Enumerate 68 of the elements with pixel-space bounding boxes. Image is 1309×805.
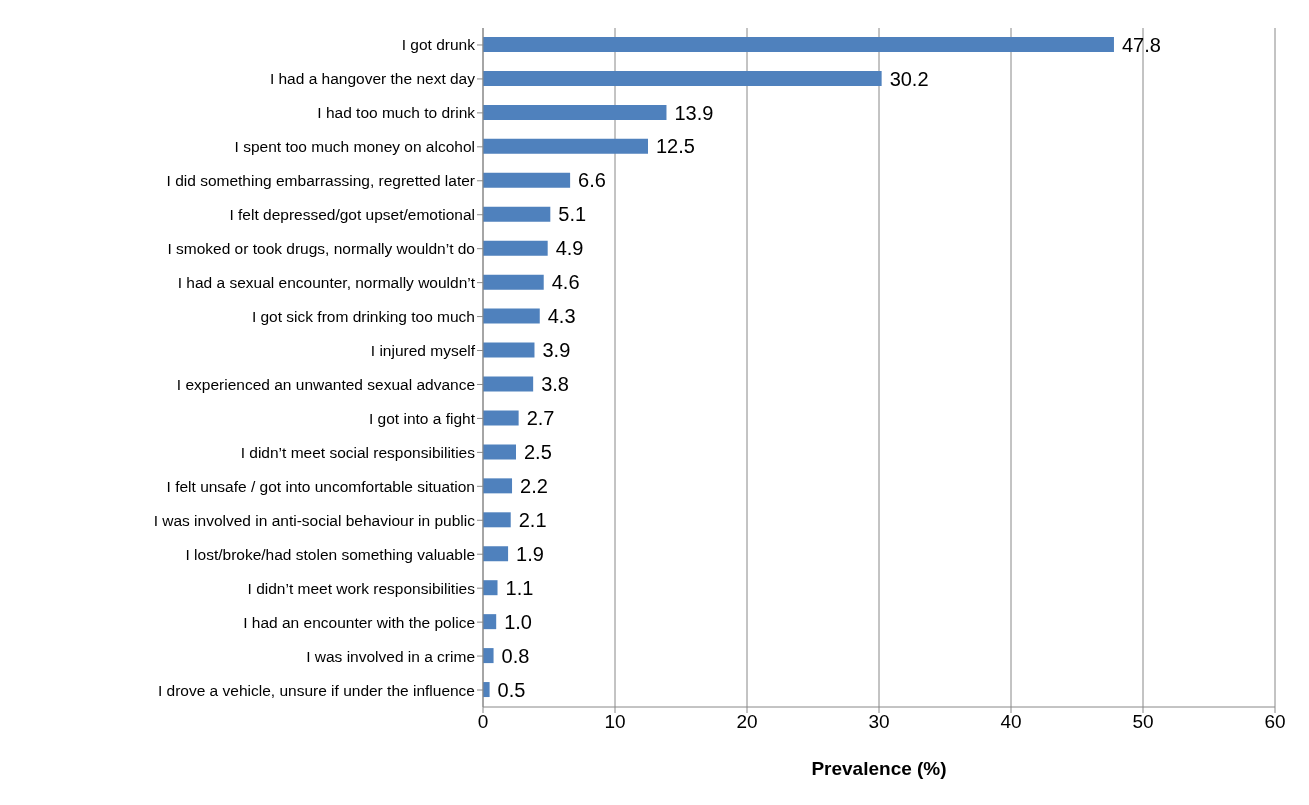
data-label: 13.9 (674, 101, 714, 124)
data-label: 4.3 (547, 305, 576, 328)
x-tick-label: 50 (1132, 711, 1154, 733)
bar (483, 512, 511, 528)
y-tick-label: I didn’t meet social responsibilities (240, 443, 476, 461)
y-tick-label: I was involved in a crime (306, 647, 475, 665)
bar (483, 308, 540, 324)
y-tick-label: I got into a fight (369, 409, 476, 427)
data-label: 47.8 (1121, 33, 1161, 56)
x-axis-title: Prevalence (%) (811, 758, 947, 779)
y-tick-label: I got drunk (401, 36, 476, 54)
x-tick-label: 60 (1264, 711, 1286, 733)
y-tick-label: I felt unsafe / got into uncomfortable situation (166, 477, 475, 495)
bar (483, 240, 548, 256)
data-label: 12.5 (656, 135, 695, 158)
bar (483, 410, 519, 426)
x-tick-label: 20 (736, 711, 758, 733)
y-tick-label: I drove a vehicle, unsure if under the influence (157, 681, 475, 699)
bar (483, 274, 544, 290)
data-label: 0.5 (497, 678, 526, 701)
data-label: 4.6 (551, 271, 580, 294)
data-label: 1.1 (505, 576, 534, 599)
bar (483, 682, 490, 698)
y-tick-label: I had too much to drink (317, 104, 476, 122)
bar (483, 342, 535, 358)
bar (483, 138, 648, 154)
bar (483, 614, 497, 630)
bar (483, 376, 534, 392)
bar (483, 580, 498, 596)
data-label: 4.9 (555, 237, 584, 260)
data-label: 2.7 (526, 407, 555, 430)
bar (483, 70, 882, 86)
x-tick-label: 10 (604, 711, 626, 733)
bar (483, 104, 667, 120)
x-tick-label: 30 (868, 711, 890, 733)
bar (483, 648, 494, 664)
data-label: 6.6 (578, 169, 606, 192)
data-label: 30.2 (889, 67, 929, 90)
y-tick-label: I got sick from drinking too much (251, 308, 475, 326)
y-tick-label: I had an encounter with the police (243, 613, 475, 631)
bar (483, 37, 1114, 52)
y-tick-label: I did something embarrassing, regretted later (166, 172, 475, 190)
bar (483, 172, 571, 188)
y-tick-label: I felt depressed/got upset/emotional (229, 206, 475, 224)
data-label: 2.1 (518, 508, 547, 531)
y-tick-label: I injured myself (370, 342, 476, 360)
bar (483, 206, 551, 222)
data-label: 1.0 (504, 610, 533, 633)
bar (483, 444, 516, 460)
data-label: 0.8 (501, 644, 530, 667)
bar (483, 546, 509, 562)
bar (483, 478, 513, 494)
data-label: 2.5 (524, 441, 552, 463)
x-tick-label: 0 (477, 711, 489, 733)
data-label: 2.2 (520, 474, 548, 497)
y-tick-label: I lost/broke/had stolen something valuable (185, 545, 475, 563)
y-tick-label: I smoked or took drugs, normally wouldn’t do (167, 240, 475, 258)
data-label: 3.9 (542, 339, 571, 362)
y-tick-label: I spent too much money on alcohol (234, 138, 475, 156)
data-label: 3.8 (541, 373, 569, 396)
y-tick-label: I had a hangover the next day (269, 70, 476, 88)
y-tick-label: I had a sexual encounter, normally wouldn’t (177, 274, 476, 292)
y-tick-label: I experienced an unwanted sexual advance (176, 375, 475, 393)
x-tick-label: 40 (1000, 711, 1022, 733)
y-tick-label: I was involved in anti-social behaviour in public (153, 511, 476, 529)
y-tick-label: I didn’t meet work responsibilities (247, 579, 476, 597)
data-label: 1.9 (516, 542, 544, 565)
data-label: 5.1 (558, 203, 587, 226)
